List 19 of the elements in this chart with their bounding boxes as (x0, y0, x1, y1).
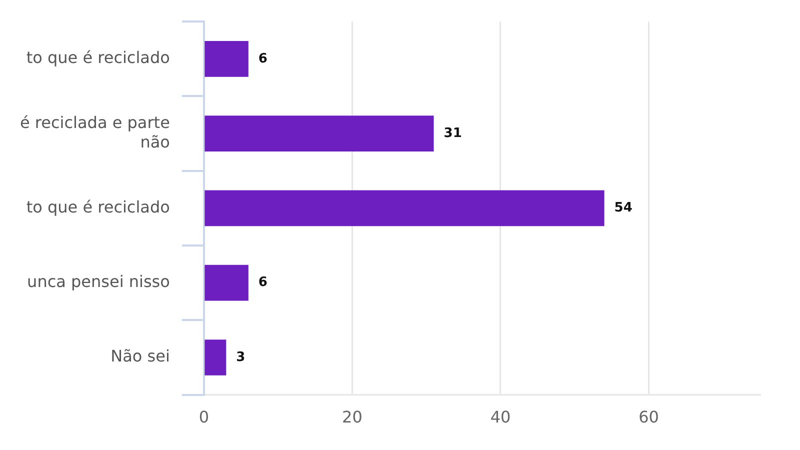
y-tick-label: to que é reciclado (26, 197, 170, 216)
bar (204, 41, 248, 77)
data-label: 31 (444, 126, 462, 141)
x-tick-label: 0 (198, 408, 210, 427)
data-label: 6 (258, 51, 268, 66)
y-tick-label: é reciclada e parte não (20, 113, 170, 152)
data-label: 6 (258, 275, 268, 290)
data-label: 3 (236, 350, 246, 365)
x-tick-label: 20 (342, 408, 362, 427)
y-tick-label: unca pensei nisso (27, 272, 170, 291)
y-tick-label: to que é reciclado (26, 48, 170, 68)
x-tick-label: 60 (638, 408, 659, 427)
bar (204, 190, 604, 226)
y-tick-label: Não sei (110, 346, 170, 366)
bar (204, 116, 434, 152)
bar (204, 264, 248, 301)
bar (204, 340, 226, 376)
x-tick-label: 40 (490, 408, 511, 427)
data-label: 54 (614, 200, 632, 216)
